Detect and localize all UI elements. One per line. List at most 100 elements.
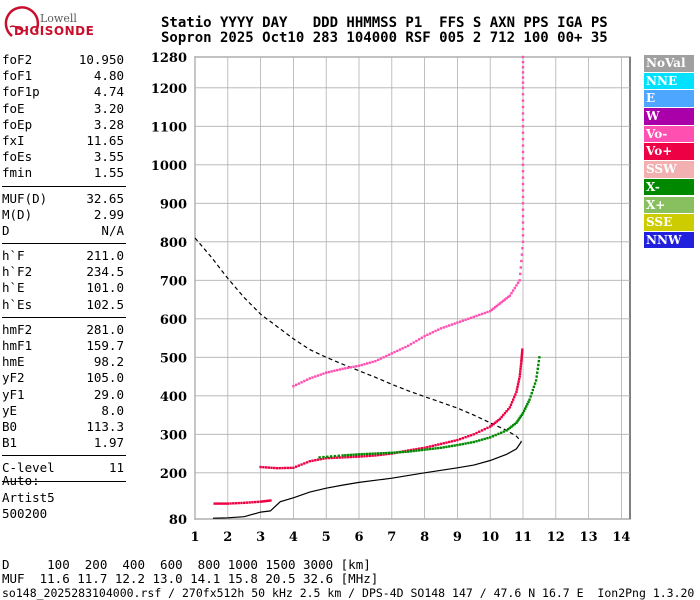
- o-trace-2-point: [521, 221, 525, 224]
- o-trace-point: [461, 436, 465, 440]
- o-trace-point: [516, 383, 520, 386]
- param-name: fmin: [2, 165, 33, 181]
- param-value: 102.5: [86, 296, 124, 312]
- panel-divider: [2, 455, 126, 457]
- o-trace-2-point: [521, 71, 525, 74]
- x-trace-point: [355, 453, 358, 456]
- o-trace-2-point: [521, 234, 525, 237]
- auto-label: Auto:: [2, 473, 40, 488]
- y-tick-label: 80: [169, 513, 187, 528]
- param-value: 4.80: [93, 68, 124, 84]
- param-name: M(D): [2, 206, 33, 222]
- o-trace-point: [510, 401, 514, 404]
- o-trace-2-point: [316, 374, 320, 377]
- chart-marks: [213, 55, 541, 505]
- o-trace-2-point: [521, 240, 525, 243]
- o-trace-2-point: [521, 131, 525, 134]
- param-value: 101.0: [86, 280, 124, 296]
- param-value: 10.950: [78, 52, 124, 67]
- o-trace-2-point: [363, 363, 366, 366]
- x-trace-point: [382, 451, 385, 455]
- o-trace-point: [493, 421, 497, 424]
- o-trace-point: [490, 424, 494, 427]
- digisonde-logo-text: DIGISONDE: [14, 24, 95, 38]
- x-trace-point: [407, 450, 410, 453]
- o-trace-point: [503, 411, 507, 415]
- x-trace-point: [363, 452, 366, 456]
- param-name: foE: [2, 100, 25, 116]
- o-trace-point: [520, 358, 523, 361]
- o-trace-point: [371, 454, 374, 457]
- o-trace-2-point: [327, 370, 331, 374]
- x-trace-point: [510, 425, 513, 428]
- x-trace-point: [360, 452, 363, 456]
- x-trace-point: [519, 415, 523, 418]
- param-value: 105.0: [86, 370, 124, 386]
- o-trace-2-point: [515, 284, 518, 287]
- legend-item: NNW: [644, 231, 694, 249]
- o-trace-2-point: [407, 344, 410, 347]
- param-name: h`Es: [2, 296, 33, 312]
- o-trace-2-point: [349, 366, 352, 369]
- o-trace-2-point: [469, 316, 473, 320]
- x-trace-point: [326, 455, 329, 458]
- x-trace-point: [530, 392, 533, 395]
- o-trace-2-point: [520, 253, 524, 256]
- x-trace-point: [502, 430, 506, 433]
- o-trace-2-point: [431, 331, 434, 334]
- x-tick-label: 12: [547, 530, 565, 545]
- o-trace-point: [480, 429, 484, 432]
- o-trace-point: [262, 466, 265, 469]
- param-row: yF1 29.0: [2, 387, 124, 403]
- muf-distance-row: D 100 200 400 600 800 1000 1500 3000 [km…: [2, 557, 371, 572]
- o-trace-point: [297, 464, 301, 467]
- param-name: foF1: [2, 68, 33, 84]
- chart-curves: [194, 237, 522, 519]
- o-trace-point: [478, 430, 481, 433]
- x-trace-point: [525, 405, 528, 408]
- x-trace-point: [528, 398, 531, 401]
- x-trace-point: [322, 455, 325, 459]
- param-row: foE 3.20: [2, 101, 124, 117]
- param-row: foEp 3.28: [2, 117, 124, 133]
- param-name: yF1: [2, 386, 25, 402]
- param-value: 1.97: [93, 435, 124, 451]
- x-trace-point: [341, 454, 344, 457]
- o-trace-point: [498, 417, 502, 421]
- o-trace-2-point: [513, 286, 516, 290]
- x-tick-label: 5: [322, 530, 331, 545]
- x-tick-label: 14: [612, 530, 630, 545]
- o-trace-2-point: [335, 368, 339, 372]
- x-trace-point: [379, 452, 383, 455]
- legend-item: X+: [644, 196, 694, 213]
- o-trace-2-point: [521, 227, 525, 231]
- param-value: 11.65: [86, 132, 124, 148]
- x-trace-point: [472, 440, 475, 444]
- o-trace-2-point: [415, 339, 418, 343]
- o-trace-point: [294, 465, 298, 468]
- o-trace-point: [486, 426, 489, 430]
- param-name: C-level: [2, 460, 55, 476]
- es-trace-point: [267, 499, 270, 502]
- o-trace-point: [518, 375, 521, 378]
- o-trace-2-point: [521, 112, 525, 115]
- legend-item: W: [644, 108, 694, 125]
- param-row: hmF1 159.7: [2, 338, 124, 354]
- x-trace-point: [415, 449, 418, 452]
- o-trace-point: [314, 459, 317, 462]
- param-name: h`F: [2, 248, 25, 264]
- x-trace-point: [518, 416, 521, 420]
- x-trace-point: [507, 427, 510, 431]
- param-row: fmin 1.55: [2, 165, 124, 181]
- x-trace-point: [398, 451, 402, 454]
- o-trace-point: [511, 398, 515, 401]
- o-trace-2-point: [480, 312, 484, 316]
- x-trace-point: [538, 356, 541, 359]
- o-trace-2-point: [521, 208, 525, 211]
- o-trace-point: [456, 438, 459, 442]
- o-trace-2-point: [387, 353, 391, 356]
- es-trace-point: [259, 500, 262, 503]
- x-trace-point: [442, 446, 445, 449]
- x-trace-point: [426, 448, 429, 451]
- param-row: fxI 11.65: [2, 133, 124, 149]
